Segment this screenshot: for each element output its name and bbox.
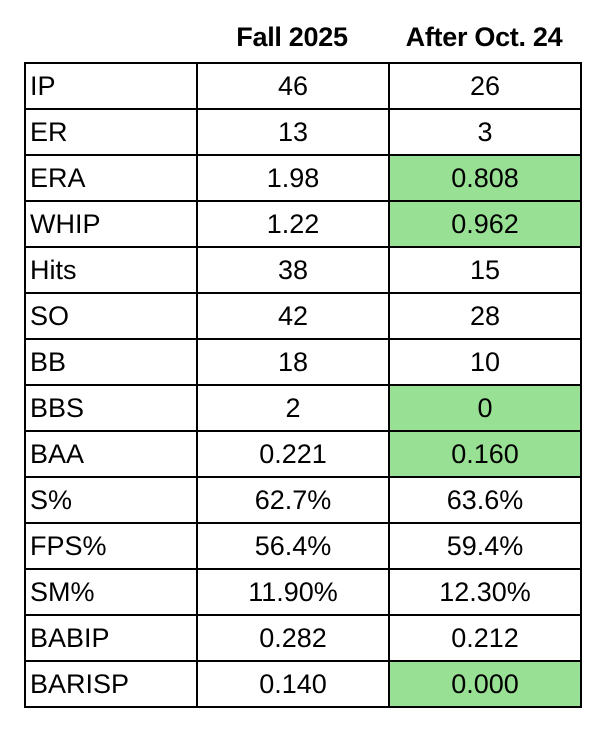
stat-label: ER [24, 108, 198, 156]
table-row: WHIP 1.22 0.962 [24, 200, 582, 248]
stat-label: FPS% [24, 522, 198, 570]
table-row: SO 42 28 [24, 292, 582, 340]
after-oct-24-value-highlighted: 0.808 [388, 154, 582, 202]
table-row: Hits 38 15 [24, 246, 582, 294]
after-oct-24-value: 59.4% [388, 522, 582, 570]
stat-label: BBS [24, 384, 198, 432]
after-oct-24-value: 15 [388, 246, 582, 294]
after-oct-24-value-highlighted: 0 [388, 384, 582, 432]
fall-2025-value: 18 [196, 338, 390, 386]
table-row: BABIP 0.282 0.212 [24, 614, 582, 662]
table-row: FPS% 56.4% 59.4% [24, 522, 582, 570]
fall-2025-value: 56.4% [196, 522, 390, 570]
table-row: S% 62.7% 63.6% [24, 476, 582, 524]
column-header-fall-2025: Fall 2025 [236, 22, 348, 52]
after-oct-24-value: 26 [388, 62, 582, 110]
stat-label: Hits [24, 246, 198, 294]
table-row: BAA 0.221 0.160 [24, 430, 582, 478]
fall-2025-value: 0.140 [196, 660, 390, 708]
table-row: BB 18 10 [24, 338, 582, 386]
fall-2025-value: 0.282 [196, 614, 390, 662]
table-row: IP 46 26 [24, 62, 582, 110]
stats-table: IP 46 26 ER 13 3 ERA 1.98 0.808 WHIP 1.22 0.962 Hits… [24, 62, 582, 708]
table-row: BARISP 0.140 0.000 [24, 660, 582, 708]
stat-label: SM% [24, 568, 198, 616]
after-oct-24-value-highlighted: 0.962 [388, 200, 582, 248]
fall-2025-value: 0.221 [196, 430, 390, 478]
fall-2025-value: 1.22 [196, 200, 390, 248]
fall-2025-value: 46 [196, 62, 390, 110]
stat-label: BABIP [24, 614, 198, 662]
table-row: ER 13 3 [24, 108, 582, 156]
fall-2025-value: 62.7% [196, 476, 390, 524]
after-oct-24-value: 3 [388, 108, 582, 156]
after-oct-24-value-highlighted: 0.000 [388, 660, 582, 708]
stat-label: BAA [24, 430, 198, 478]
table-row: ERA 1.98 0.808 [24, 154, 582, 202]
stats-table-body: IP 46 26 ER 13 3 ERA 1.98 0.808 WHIP 1.22 0.962 Hits… [24, 62, 582, 708]
fall-2025-value: 2 [196, 384, 390, 432]
after-oct-24-value-highlighted: 0.160 [388, 430, 582, 478]
after-oct-24-value: 63.6% [388, 476, 582, 524]
stat-label: BARISP [24, 660, 198, 708]
after-oct-24-value: 28 [388, 292, 582, 340]
fall-2025-value: 13 [196, 108, 390, 156]
after-oct-24-value: 12.30% [388, 568, 582, 616]
after-oct-24-value: 10 [388, 338, 582, 386]
stat-label: S% [24, 476, 198, 524]
fall-2025-value: 38 [196, 246, 390, 294]
table-row: SM% 11.90% 12.30% [24, 568, 582, 616]
table-row: BBS 2 0 [24, 384, 582, 432]
table-header: Fall 2025 After Oct. 24 [0, 0, 608, 62]
stat-label: IP [24, 62, 198, 110]
column-header-after-oct-24: After Oct. 24 [405, 22, 563, 52]
stat-label: ERA [24, 154, 198, 202]
fall-2025-value: 1.98 [196, 154, 390, 202]
fall-2025-value: 42 [196, 292, 390, 340]
stat-label: SO [24, 292, 198, 340]
fall-2025-value: 11.90% [196, 568, 390, 616]
after-oct-24-value: 0.212 [388, 614, 582, 662]
stat-label: BB [24, 338, 198, 386]
stat-label: WHIP [24, 200, 198, 248]
